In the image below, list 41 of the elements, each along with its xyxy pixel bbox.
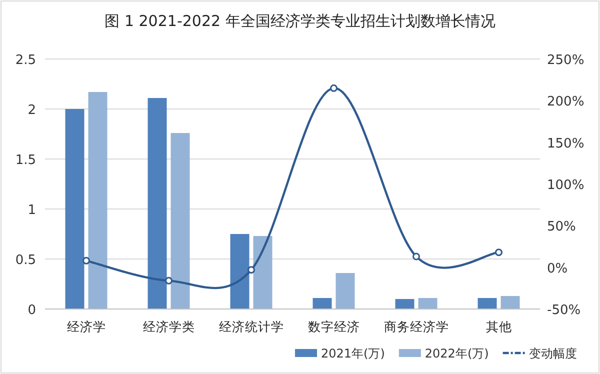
point <box>248 266 255 274</box>
bar <box>478 298 497 309</box>
y-tick-label: 2 <box>28 103 36 118</box>
y-tick-label: 1 <box>28 203 36 218</box>
y2-tick-label: -50% <box>547 303 581 318</box>
bar <box>500 296 520 309</box>
bar <box>312 298 332 309</box>
chart-title: 图 1 2021-2022 年全国经济学类专业招生计划数增长情况 <box>104 12 496 30</box>
y-tick-label: 1.5 <box>15 153 36 168</box>
y2-tick-label: 200% <box>547 94 584 110</box>
bar <box>65 109 84 309</box>
point <box>412 252 420 260</box>
point <box>165 276 172 284</box>
bar <box>418 298 438 309</box>
bar <box>395 299 414 309</box>
legend-label: 2022年(万) <box>424 346 489 360</box>
point <box>82 256 90 264</box>
legend-label: 2021年(万) <box>321 346 385 360</box>
bar <box>253 236 272 309</box>
point <box>330 84 338 92</box>
x-tick-label: 商务经济学 <box>384 319 449 334</box>
x-tick-label: 其他 <box>486 319 512 334</box>
y-tick-label: 0.5 <box>15 253 36 268</box>
legend-label: 变动幅度 <box>528 346 577 360</box>
bar <box>230 234 250 309</box>
y2-tick-label: 250% <box>547 53 584 68</box>
x-tick-label: 数字经济 <box>308 319 360 334</box>
y2-tick-label: 50% <box>547 220 576 235</box>
bar <box>148 98 167 309</box>
bar <box>336 273 355 309</box>
y-tick-label: 0 <box>28 303 36 318</box>
x-tick-label: 经济学类 <box>142 319 195 334</box>
y-tick-label: 2.5 <box>15 53 36 68</box>
x-tick-label: 经济学 <box>66 319 106 334</box>
y2-tick-label: 100% <box>547 178 584 193</box>
y2-tick-label: 0% <box>547 261 568 276</box>
bar <box>170 133 190 309</box>
point <box>495 248 502 256</box>
x-tick-label: 经济统计学 <box>218 319 284 334</box>
bar <box>88 92 108 309</box>
y2-tick-label: 150% <box>547 136 584 152</box>
